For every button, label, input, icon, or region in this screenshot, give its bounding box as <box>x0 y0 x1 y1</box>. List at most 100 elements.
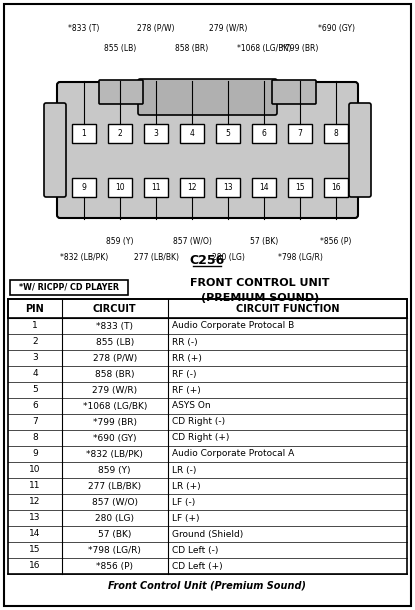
Text: 6: 6 <box>32 401 38 411</box>
FancyBboxPatch shape <box>57 82 358 218</box>
Text: *1068 (LG/BK): *1068 (LG/BK) <box>83 401 147 411</box>
Bar <box>180 178 204 197</box>
Text: 5: 5 <box>32 386 38 395</box>
Bar <box>108 178 132 197</box>
FancyBboxPatch shape <box>138 79 277 115</box>
Text: 6: 6 <box>261 129 266 138</box>
Text: 277 (LB/BK): 277 (LB/BK) <box>134 253 178 262</box>
Text: LR (+): LR (+) <box>171 481 200 490</box>
Text: LF (-): LF (-) <box>171 498 195 506</box>
Text: 9: 9 <box>82 183 86 192</box>
Text: *799 (BR): *799 (BR) <box>281 44 319 53</box>
Text: CIRCUIT FUNCTION: CIRCUIT FUNCTION <box>236 304 339 314</box>
Text: 280 (LG): 280 (LG) <box>95 514 134 523</box>
Text: Audio Corporate Protocal A: Audio Corporate Protocal A <box>171 450 294 459</box>
Text: *832 (LB/PK): *832 (LB/PK) <box>60 253 108 262</box>
Text: 7: 7 <box>32 417 38 426</box>
Text: PIN: PIN <box>26 304 44 314</box>
Text: 15: 15 <box>295 183 305 192</box>
Text: 57 (BK): 57 (BK) <box>250 237 278 246</box>
Text: 14: 14 <box>29 529 41 539</box>
Text: CD Right (+): CD Right (+) <box>171 434 229 442</box>
Text: *833 (T): *833 (T) <box>68 24 100 33</box>
Text: 855 (LB): 855 (LB) <box>104 44 136 53</box>
Text: 3: 3 <box>32 354 38 362</box>
Text: RF (-): RF (-) <box>171 370 196 378</box>
Text: FRONT CONTROL UNIT: FRONT CONTROL UNIT <box>190 278 330 288</box>
Text: 13: 13 <box>223 183 233 192</box>
Text: *856 (P): *856 (P) <box>96 561 133 570</box>
Text: 11: 11 <box>29 481 41 490</box>
Bar <box>324 178 348 197</box>
Text: 857 (W/O): 857 (W/O) <box>92 498 138 506</box>
Text: 7: 7 <box>298 129 303 138</box>
Bar <box>216 178 240 197</box>
Bar <box>144 124 168 143</box>
Text: *W/ RICPP/ CD PLAYER: *W/ RICPP/ CD PLAYER <box>19 283 119 292</box>
Text: 16: 16 <box>331 183 341 192</box>
FancyBboxPatch shape <box>272 80 316 104</box>
Bar <box>10 280 128 295</box>
Text: 9: 9 <box>32 450 38 459</box>
Text: 11: 11 <box>151 183 161 192</box>
FancyBboxPatch shape <box>44 103 66 197</box>
Text: RR (-): RR (-) <box>171 337 197 346</box>
Text: CD Left (-): CD Left (-) <box>171 545 218 554</box>
Text: *799 (BR): *799 (BR) <box>93 417 137 426</box>
Text: 4: 4 <box>32 370 38 378</box>
Bar <box>288 124 312 143</box>
Text: Ground (Shield): Ground (Shield) <box>171 529 243 539</box>
Text: 10: 10 <box>115 183 125 192</box>
Text: *833 (T): *833 (T) <box>96 321 133 331</box>
Text: 2: 2 <box>117 129 122 138</box>
Bar <box>324 124 348 143</box>
Bar <box>252 178 276 197</box>
Text: 859 (Y): 859 (Y) <box>98 465 131 475</box>
Text: 858 (BR): 858 (BR) <box>176 44 209 53</box>
Text: C256: C256 <box>189 254 225 267</box>
Text: 857 (W/O): 857 (W/O) <box>173 237 211 246</box>
Text: 858 (BR): 858 (BR) <box>95 370 134 378</box>
Text: RF (+): RF (+) <box>171 386 200 395</box>
Text: 280 (LG): 280 (LG) <box>212 253 244 262</box>
Text: Front Control Unit (Premium Sound): Front Control Unit (Premium Sound) <box>108 581 306 591</box>
Text: 8: 8 <box>334 129 338 138</box>
Text: 16: 16 <box>29 561 41 570</box>
Text: 12: 12 <box>29 498 41 506</box>
Text: 14: 14 <box>259 183 269 192</box>
Text: CIRCUIT: CIRCUIT <box>93 304 137 314</box>
Text: 1: 1 <box>82 129 86 138</box>
Bar <box>180 124 204 143</box>
Bar <box>144 178 168 197</box>
FancyBboxPatch shape <box>99 80 143 104</box>
Text: (PREMIUM SOUND): (PREMIUM SOUND) <box>201 293 319 303</box>
Text: 10: 10 <box>29 465 41 475</box>
Text: LR (-): LR (-) <box>171 465 196 475</box>
Bar <box>72 124 96 143</box>
Text: 15: 15 <box>29 545 41 554</box>
Text: *798 (LG/R): *798 (LG/R) <box>278 253 322 262</box>
Bar <box>288 178 312 197</box>
Text: 3: 3 <box>154 129 159 138</box>
Text: 4: 4 <box>190 129 195 138</box>
Text: *1068 (LG/BK): *1068 (LG/BK) <box>237 44 291 53</box>
Bar <box>108 124 132 143</box>
Text: 279 (W/R): 279 (W/R) <box>92 386 137 395</box>
Bar <box>252 124 276 143</box>
Text: 13: 13 <box>29 514 41 523</box>
Bar <box>8 299 407 318</box>
Text: *798 (LG/R): *798 (LG/R) <box>88 545 141 554</box>
FancyBboxPatch shape <box>349 103 371 197</box>
Text: 5: 5 <box>226 129 230 138</box>
Text: 859 (Y): 859 (Y) <box>106 237 134 246</box>
Text: 1: 1 <box>32 321 38 331</box>
Text: 57 (BK): 57 (BK) <box>98 529 132 539</box>
Text: LF (+): LF (+) <box>171 514 199 523</box>
Text: *856 (P): *856 (P) <box>320 237 352 246</box>
Text: 12: 12 <box>187 183 197 192</box>
Text: CD Right (-): CD Right (-) <box>171 417 225 426</box>
Text: 277 (LB/BK): 277 (LB/BK) <box>88 481 141 490</box>
Text: 279 (W/R): 279 (W/R) <box>209 24 247 33</box>
Text: *690 (GY): *690 (GY) <box>93 434 137 442</box>
Text: Audio Corporate Protocal B: Audio Corporate Protocal B <box>171 321 294 331</box>
